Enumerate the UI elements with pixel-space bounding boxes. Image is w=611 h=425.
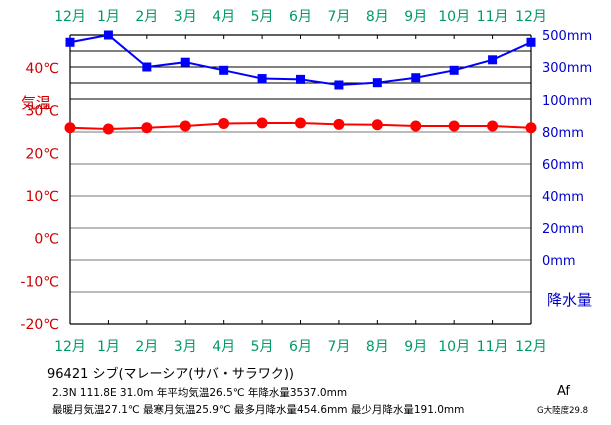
- temp-series: [64, 117, 537, 135]
- month-label-top: 5月: [251, 9, 274, 25]
- month-label-bottom: 1月: [97, 339, 120, 355]
- month-label-top: 7月: [327, 9, 350, 25]
- precip-point: [219, 65, 229, 75]
- precip-point: [257, 74, 267, 84]
- month-label-bottom: 7月: [327, 339, 350, 355]
- station-stats-line2: 最暖月気温27.1℃ 最寒月気温25.9℃ 最多月降水量454.6mm 最少月降…: [52, 404, 465, 416]
- month-label-top: 6月: [289, 9, 312, 25]
- temp-tick-label: -20℃: [20, 317, 59, 333]
- precip-tick-label: 40mm: [542, 190, 584, 205]
- precip-point: [411, 73, 421, 83]
- month-label-top: 1月: [97, 9, 120, 25]
- month-label-top: 12月: [54, 9, 86, 25]
- temp-tick-label: 30℃: [25, 104, 59, 120]
- temp-point: [141, 122, 153, 134]
- month-label-bottom: 8月: [366, 339, 389, 355]
- temp-axis-label: 気温: [21, 94, 52, 112]
- month-label-bottom: 2月: [135, 339, 158, 355]
- precip-axis-ticks: 500mm 300mm 100mm 80mm 60mm 40mm 20mm 0mm: [542, 29, 592, 269]
- month-label-top: 11月: [477, 9, 509, 25]
- temp-point: [295, 117, 306, 129]
- temp-tick-label: 10℃: [25, 189, 59, 205]
- temp-tick-label: 0℃: [34, 232, 59, 248]
- month-label-top: 2月: [135, 9, 158, 25]
- temp-tick-label: -10℃: [20, 274, 59, 290]
- precip-tick-label: 100mm: [542, 94, 592, 109]
- precip-tick-label: 60mm: [542, 158, 584, 173]
- temp-point: [525, 122, 537, 134]
- climate-class: Af: [557, 384, 571, 399]
- temp-point: [371, 119, 383, 131]
- precip-point: [142, 62, 152, 72]
- precip-point: [334, 80, 344, 90]
- station-stats-line1: 2.3N 111.8E 31.0m 年平均気温26.5℃ 年降水量3537.0m…: [52, 387, 348, 399]
- precip-point: [488, 55, 498, 65]
- precip-tick-label: 0mm: [542, 254, 576, 269]
- precip-axis-label: 降水量: [547, 291, 593, 309]
- temp-axis-ticks: 40℃ 30℃ 20℃ 10℃ 0℃ -10℃ -20℃: [20, 61, 59, 333]
- precip-tick-label: 500mm: [542, 29, 592, 44]
- month-label-bottom: 12月: [54, 339, 86, 355]
- month-label-bottom: 6月: [289, 339, 312, 355]
- month-label-top: 9月: [404, 9, 427, 25]
- precip-point: [65, 37, 75, 47]
- temp-point: [64, 122, 76, 134]
- precip-point: [526, 37, 536, 47]
- continentality-index: G大陸度29.8: [537, 406, 589, 416]
- precip-point: [449, 65, 459, 75]
- station-name: 96421 シブ(マレーシア(サバ・サラワク)): [47, 367, 294, 382]
- temp-point: [102, 123, 114, 135]
- temp-point: [218, 117, 230, 129]
- temp-point: [448, 120, 460, 132]
- precip-point: [372, 78, 382, 88]
- month-label-bottom: 5月: [251, 339, 274, 355]
- month-label-top: 3月: [174, 9, 197, 25]
- temp-tick-label: 20℃: [25, 146, 59, 162]
- month-label-bottom: 3月: [174, 339, 197, 355]
- precip-tick-label: 300mm: [542, 61, 592, 76]
- bottom-month-labels: 12月 1月 2月 3月 4月 5月 6月 7月 8月 9月 10月 11月 12月: [54, 339, 547, 355]
- month-label-top: 10月: [438, 9, 470, 25]
- month-label-top: 4月: [212, 9, 235, 25]
- temp-point: [179, 120, 191, 132]
- temp-tick-label: 40℃: [25, 61, 59, 77]
- month-label-bottom: 11月: [477, 339, 509, 355]
- precip-point: [103, 30, 113, 40]
- month-label-bottom: 10月: [438, 339, 470, 355]
- month-label-bottom: 12月: [515, 339, 547, 355]
- month-label-bottom: 4月: [212, 339, 235, 355]
- precip-tick-label: 80mm: [542, 126, 584, 141]
- top-month-labels: 12月 1月 2月 3月 4月 5月 6月 7月 8月 9月 10月 11月 12月: [54, 9, 547, 25]
- temp-point: [333, 118, 345, 130]
- temp-point: [487, 120, 499, 132]
- temp-point: [410, 120, 422, 132]
- month-label-top: 8月: [366, 9, 389, 25]
- precip-series: [65, 30, 536, 90]
- precip-point: [296, 74, 305, 84]
- month-label-top: 12月: [515, 9, 547, 25]
- temp-point: [256, 117, 268, 129]
- month-label-bottom: 9月: [404, 339, 427, 355]
- precip-point: [180, 57, 190, 67]
- precip-tick-label: 20mm: [542, 222, 584, 237]
